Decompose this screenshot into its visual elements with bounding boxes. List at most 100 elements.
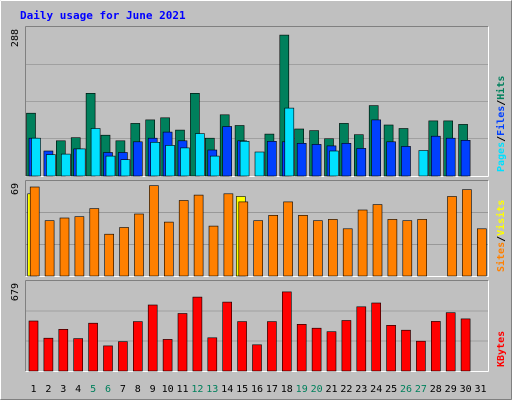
- bar-sites-day-5: [89, 208, 100, 277]
- bar-sites-day-26: [402, 220, 413, 277]
- x-tick-label: 4: [75, 384, 81, 395]
- bar-sites-day-4: [74, 216, 85, 277]
- bar-sites-day-30: [462, 189, 472, 277]
- bar-files-day-28: [430, 135, 441, 177]
- bar-pages-day-11: [180, 147, 190, 177]
- bar-kbytes-day-10: [162, 339, 173, 372]
- bar-kbytes-day-26: [401, 329, 411, 372]
- bar-pages-day-18: [284, 107, 295, 177]
- bar-kbytes-day-2: [43, 337, 54, 372]
- bar-pages-day-16: [254, 151, 265, 177]
- bar-pages-day-1: [31, 137, 41, 177]
- y-max-label-visitors: 69: [10, 183, 21, 195]
- bar-kbytes-day-9: [147, 304, 158, 372]
- x-tick-label: 5: [90, 384, 96, 395]
- bar-kbytes-day-19: [296, 323, 307, 372]
- x-tick-label: 13: [206, 384, 218, 395]
- bar-kbytes-day-7: [118, 341, 128, 372]
- bar-kbytes-day-6: [103, 345, 113, 372]
- bar-files-day-17: [267, 141, 277, 177]
- bar-kbytes-day-17: [267, 321, 277, 372]
- x-axis: 1 2 3 4 5 6 7 8 9 10 11 12 13 14 15 16 17 18 19 20 21 22 23 24 2…: [30, 384, 486, 395]
- chart-title: Daily usage for June 2021: [20, 9, 186, 22]
- bar-kbytes-day-27: [416, 340, 426, 372]
- bar-sites-day-17: [268, 215, 279, 277]
- bar-pages-day-10: [165, 145, 175, 177]
- bar-kbytes-day-24: [371, 302, 382, 372]
- bar-kbytes-day-11: [177, 313, 188, 372]
- y-max-label-kbytes: 679: [10, 283, 21, 301]
- x-tick-label: 27: [415, 384, 427, 395]
- bar-pages-day-15: [239, 141, 250, 177]
- bar-files-day-8: [133, 141, 143, 177]
- bar-sites-day-7: [119, 227, 129, 277]
- bar-pages-day-13: [210, 155, 220, 177]
- legend-item: Sites: [495, 242, 507, 272]
- bar-sites-day-6: [104, 233, 114, 277]
- bar-sites-day-13: [208, 225, 219, 277]
- x-tick-label: 8: [135, 384, 141, 395]
- x-tick-label: 6: [105, 384, 111, 395]
- bar-sites-day-15: [238, 201, 249, 277]
- bar-sites-day-11: [178, 200, 189, 277]
- x-tick-label: 25: [385, 384, 397, 395]
- x-tick-label: 12: [191, 384, 203, 395]
- bar-files-day-24: [371, 119, 382, 177]
- x-tick-label: 28: [430, 384, 442, 395]
- bar-kbytes-day-14: [222, 301, 232, 372]
- bar-sites-day-25: [387, 219, 398, 277]
- bar-pages-day-7: [120, 159, 131, 177]
- bar-sites-day-19: [298, 215, 308, 277]
- x-tick-label: 10: [162, 384, 174, 395]
- x-tick-label: 3: [60, 384, 66, 395]
- bar-sites-day-2: [44, 220, 55, 277]
- bar-files-day-19: [296, 143, 307, 177]
- bar-files-day-23: [356, 148, 367, 177]
- bar-kbytes-day-18: [281, 291, 292, 372]
- panel-kbytes: 679 KBytes: [10, 280, 507, 372]
- bar-kbytes-day-3: [58, 328, 69, 372]
- bar-pages-day-3: [60, 153, 71, 177]
- bar-files-day-26: [401, 146, 411, 177]
- bar-kbytes-day-21: [326, 331, 337, 372]
- bars-requests: [26, 34, 471, 177]
- legend-item: /: [496, 236, 507, 242]
- bar-files-day-29: [445, 137, 456, 177]
- x-tick-label: 14: [221, 384, 233, 395]
- x-tick-label: 9: [150, 384, 156, 395]
- bars-kbytes: [28, 291, 471, 372]
- bar-kbytes-day-22: [341, 320, 352, 372]
- bar-kbytes-day-23: [356, 306, 367, 372]
- x-tick-label: 7: [120, 384, 126, 395]
- bar-sites-day-18: [283, 201, 293, 277]
- bar-sites-day-1: [29, 186, 40, 277]
- bar-kbytes-day-8: [133, 321, 143, 372]
- gridlines-kbytes: [26, 310, 488, 342]
- bar-kbytes-day-15: [237, 321, 247, 372]
- bar-sites-day-16: [253, 220, 263, 277]
- bar-files-day-14: [222, 126, 232, 177]
- bar-pages-day-12: [195, 133, 205, 177]
- x-tick-label: 17: [266, 384, 278, 395]
- bar-sites-day-14: [223, 193, 234, 277]
- legend-kbytes: KBytes: [496, 331, 507, 367]
- bar-sites-day-20: [313, 220, 323, 277]
- bar-pages-day-6: [105, 155, 116, 177]
- legend-item: /: [496, 136, 507, 142]
- x-tick-label: 18: [281, 384, 293, 395]
- bar-sites-day-3: [59, 217, 70, 277]
- legend-visitors: Sites/Visits: [495, 200, 507, 272]
- bar-kbytes-day-20: [311, 327, 322, 372]
- legend-requests: Pages/Files/Hits: [495, 76, 507, 172]
- bar-kbytes-day-16: [252, 344, 262, 372]
- bar-kbytes-day-30: [460, 318, 471, 372]
- bar-kbytes-day-25: [386, 324, 396, 372]
- x-tick-label: 21: [325, 384, 337, 395]
- bar-sites-day-27: [417, 219, 428, 277]
- bar-kbytes-day-12: [192, 296, 203, 372]
- bar-sites-day-21: [327, 219, 338, 277]
